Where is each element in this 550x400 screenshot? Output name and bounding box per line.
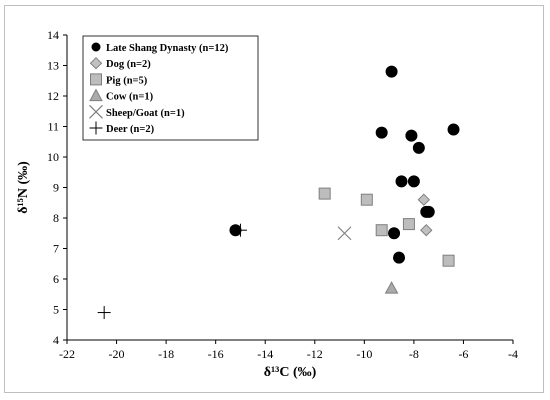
legend-marker-x — [89, 104, 103, 119]
data-point-x — [337, 226, 352, 241]
data-point-triangle — [384, 281, 399, 294]
y-tick-label: 12 — [47, 89, 59, 103]
data-point-filled-circle — [405, 129, 418, 142]
legend-marker-diamond — [89, 56, 103, 70]
y-tick-label: 10 — [47, 150, 59, 164]
axes — [63, 34, 514, 344]
legend-label: Deer (n=2) — [106, 124, 155, 135]
y-tick-label: 14 — [47, 28, 59, 42]
data-point-plus — [97, 306, 111, 320]
data-point-filled-circle — [385, 65, 398, 78]
y-axis-title: δ¹⁵N (‰) — [16, 161, 31, 214]
y-tick-label: 4 — [53, 333, 59, 347]
data-point-square — [360, 193, 373, 206]
y-tick-label: 5 — [53, 303, 59, 317]
x-axis-title: δ¹³C (‰) — [264, 365, 317, 380]
data-point-filled-circle — [407, 175, 420, 188]
legend-marker-filled-circle — [91, 42, 101, 52]
legend-label: Sheep/Goat (n=1) — [106, 108, 185, 119]
data-point-filled-circle — [375, 126, 388, 139]
data-point-filled-circle — [393, 251, 406, 264]
x-tick-label: -20 — [109, 347, 125, 361]
x-tick-label: -16 — [208, 347, 224, 361]
data-point-filled-circle — [412, 141, 425, 154]
legend-box — [82, 35, 259, 141]
y-tick-label: 6 — [53, 272, 59, 286]
data-point-square — [375, 224, 388, 237]
data-point-square — [402, 218, 415, 231]
data-point-diamond — [420, 223, 433, 237]
data-point-filled-circle — [447, 123, 460, 136]
data-points — [97, 65, 460, 320]
y-tick-label: 8 — [53, 211, 59, 225]
data-point-filled-circle — [422, 205, 435, 218]
data-point-square — [318, 187, 331, 200]
legend-label: Late Shang Dynasty (n=12) — [106, 43, 229, 54]
y-tick-label: 13 — [47, 59, 59, 73]
data-point-plus — [233, 223, 247, 237]
x-marker-stroke — [337, 226, 352, 241]
y-tick-label: 11 — [47, 120, 59, 134]
y-tick-label: 7 — [53, 242, 59, 256]
tick-labels: -22 -20 -18 -16 -14 -12 -10 -8 -6 -4 4 5 6 7 8 9 10 11 12 1… — [47, 28, 518, 361]
legend-label: Cow (n=1) — [106, 92, 154, 103]
legend-marker-plus — [89, 121, 103, 135]
data-point-filled-circle — [395, 175, 408, 188]
x-tick-label: -6 — [458, 347, 468, 361]
legend: Late Shang Dynasty (n=12) Dog (n=2) Pig (n… — [82, 35, 259, 141]
legend-marker-triangle — [89, 88, 103, 102]
x-tick-label: -10 — [356, 347, 372, 361]
x-tick-label: -22 — [59, 347, 75, 361]
x-tick-label: -14 — [257, 347, 273, 361]
x-marker-stroke — [89, 104, 103, 119]
x-tick-label: -18 — [158, 347, 174, 361]
data-point-filled-circle — [388, 227, 401, 240]
legend-marker-square — [90, 73, 102, 86]
x-tick-label: -8 — [409, 347, 419, 361]
data-point-diamond — [417, 193, 431, 206]
x-tick-label: -4 — [508, 347, 518, 361]
y-tick-label: 9 — [53, 181, 59, 195]
data-point-square — [442, 254, 455, 267]
legend-label: Dog (n=2) — [106, 59, 151, 70]
legend-label: Pig (n=5) — [106, 75, 148, 86]
x-tick-label: -12 — [307, 347, 323, 361]
